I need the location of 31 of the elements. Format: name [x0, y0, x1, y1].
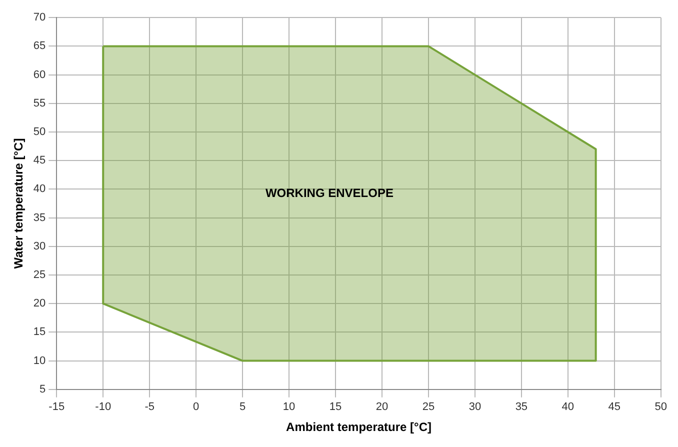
x-tick-label: 30: [468, 401, 482, 414]
x-tick-label: 50: [654, 401, 668, 414]
y-tick-label: 50: [33, 126, 46, 138]
x-tick-label: -5: [144, 401, 154, 414]
annotation: WORKING ENVELOPE: [265, 186, 394, 200]
y-tick-label: 40: [33, 183, 46, 196]
y-tick-label: 45: [33, 154, 46, 167]
x-tick-label: -10: [95, 401, 112, 414]
x-tick-label: 35: [515, 401, 528, 414]
x-axis-title: Ambient temperature [°C]: [286, 420, 432, 434]
y-tick-label: 35: [33, 212, 46, 224]
y-tick-label: 20: [33, 298, 46, 310]
x-tick-label: 0: [193, 401, 200, 414]
x-tick-label: 10: [282, 401, 296, 414]
y-tick-label: 55: [33, 97, 46, 110]
x-tick-label: 40: [562, 401, 574, 414]
y-tick-label: 5: [40, 383, 46, 396]
x-tick-label: 5: [239, 401, 246, 414]
y-tick-label: 65: [33, 40, 46, 52]
x-tick-label: 45: [608, 401, 621, 414]
y-tick-label: 60: [33, 68, 46, 81]
y-axis-title: Water temperature [°C]: [12, 138, 26, 269]
x-tick-label: 20: [376, 401, 388, 414]
y-tick-label: 30: [33, 240, 46, 252]
x-tick-label: 15: [329, 401, 342, 414]
x-tick-label: -15: [48, 401, 65, 414]
y-tick-label: 70: [33, 12, 46, 24]
x-tick-label: 25: [422, 401, 435, 414]
y-tick-label: 10: [33, 354, 46, 367]
y-tick-label: 25: [33, 269, 46, 282]
y-tick-label: 15: [33, 326, 46, 338]
